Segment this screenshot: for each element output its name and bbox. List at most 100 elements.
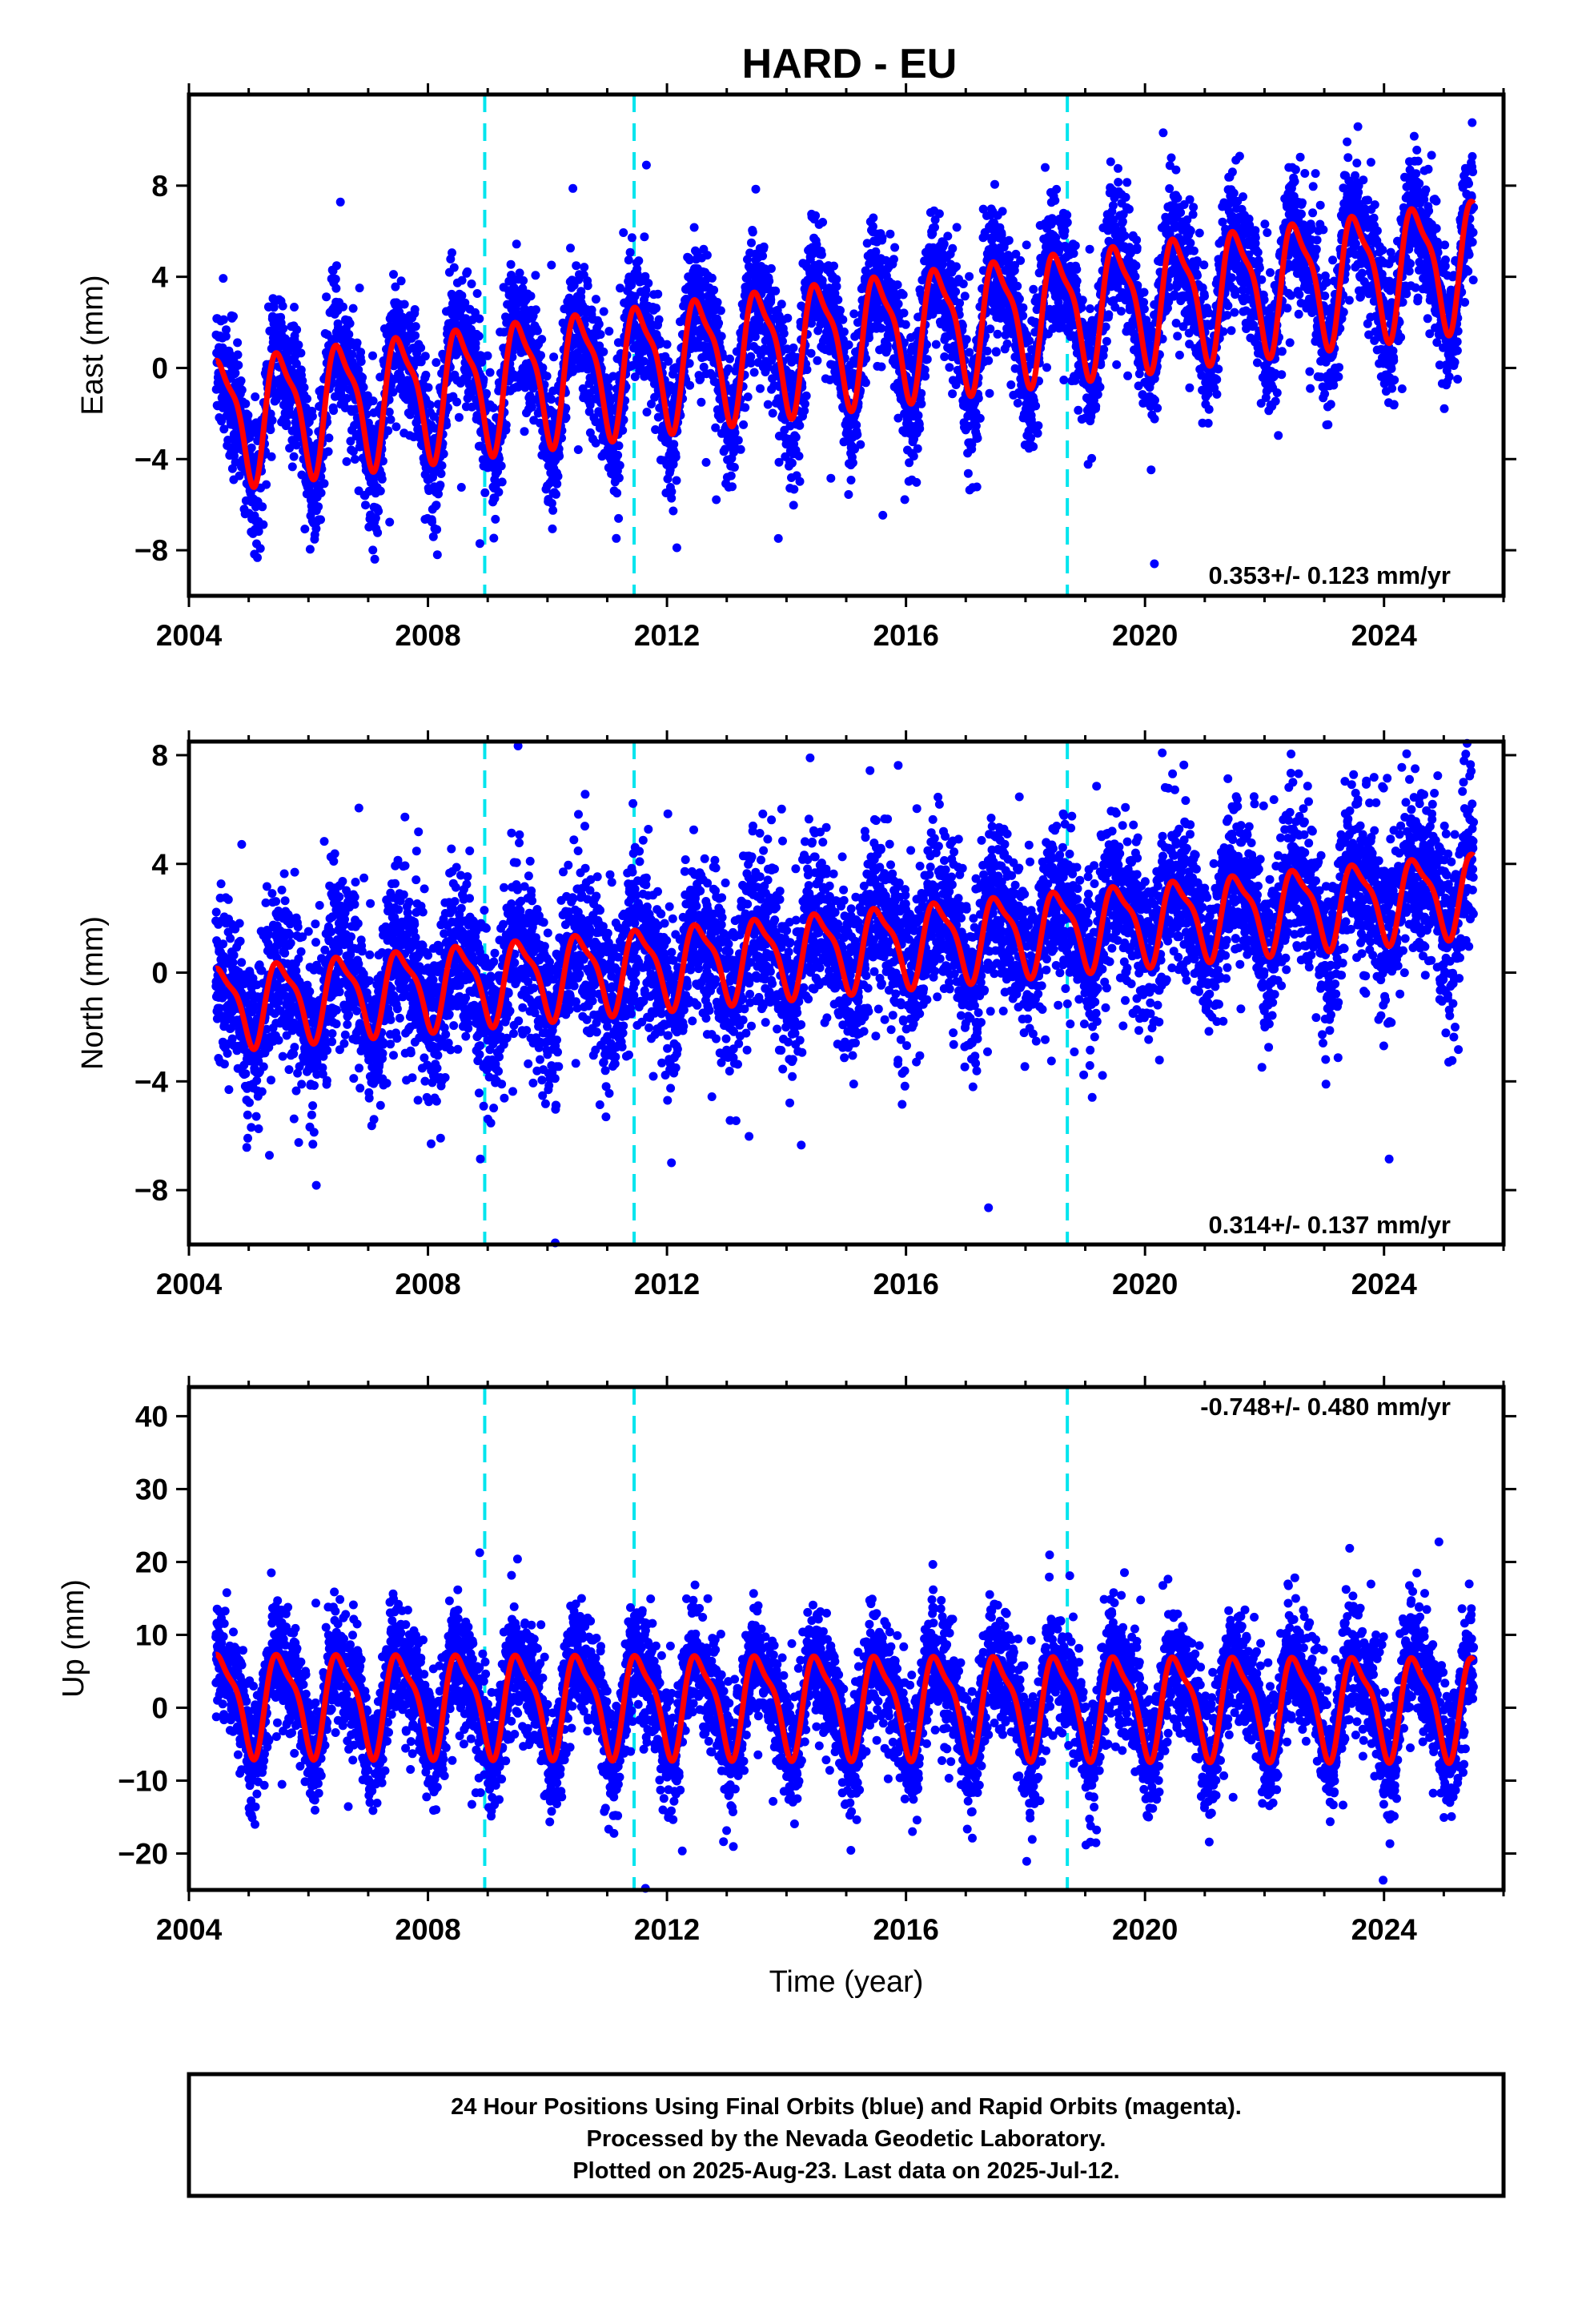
data-point [861, 378, 870, 388]
data-point [817, 250, 826, 259]
data-point [221, 332, 231, 341]
data-point [751, 184, 761, 194]
data-point [236, 376, 246, 385]
data-point [685, 359, 694, 368]
data-point [400, 300, 409, 309]
data-point [939, 239, 949, 249]
data-point [553, 472, 563, 481]
data-point [1041, 163, 1050, 172]
data-point [251, 392, 260, 401]
data-point [889, 255, 898, 264]
data-point [971, 421, 981, 431]
data-point [386, 415, 396, 424]
data-point [373, 528, 383, 537]
data-point [945, 363, 954, 372]
data-point [973, 433, 982, 443]
data-point [931, 340, 941, 349]
data-point [1086, 304, 1094, 313]
data-point [222, 325, 231, 335]
data-point [848, 458, 857, 468]
data-point [233, 338, 243, 348]
data-point [1052, 184, 1062, 194]
data-point [829, 261, 838, 271]
data-point [1087, 453, 1097, 463]
data-point [644, 279, 653, 288]
data-point [331, 283, 341, 293]
data-point [669, 440, 679, 449]
data-point [348, 304, 358, 313]
data-point [229, 312, 238, 321]
data-point [316, 515, 325, 525]
data-point [1006, 380, 1016, 389]
data-point [801, 399, 809, 408]
data-point [634, 256, 644, 266]
data-point [882, 340, 892, 350]
data-point [496, 461, 506, 471]
data-point [811, 211, 821, 220]
data-point [707, 273, 717, 283]
data-point [736, 444, 745, 454]
data-point [943, 231, 953, 241]
data-point [667, 487, 677, 497]
data-point [292, 325, 302, 335]
data-point [614, 473, 624, 483]
data-point [985, 388, 994, 398]
data-point [998, 207, 1007, 216]
data-point [552, 489, 560, 499]
data-point [300, 525, 310, 534]
data-point [432, 358, 441, 368]
data-point [726, 471, 736, 480]
data-point [361, 501, 370, 510]
data-point [766, 263, 776, 273]
data-point [654, 315, 664, 324]
data-point [1085, 244, 1094, 254]
data-point [501, 420, 511, 430]
data-point [768, 408, 777, 418]
data-point [984, 356, 994, 365]
data-point [877, 362, 886, 372]
data-point [599, 347, 608, 356]
data-point [287, 462, 297, 472]
data-point [712, 495, 721, 505]
data-point [526, 292, 536, 301]
data-point [844, 340, 853, 350]
data-point [243, 411, 253, 420]
data-point [322, 292, 331, 302]
data-point [512, 239, 521, 249]
data-point [1002, 339, 1012, 348]
data-point [836, 306, 845, 316]
data-point [974, 393, 983, 403]
data-point [342, 456, 351, 466]
data-point [247, 443, 256, 452]
data-point [912, 477, 921, 487]
data-point [1004, 235, 1014, 245]
data-point [802, 365, 812, 375]
data-point [771, 286, 781, 296]
data-point [537, 335, 547, 344]
data-point [702, 251, 712, 260]
data-point [355, 283, 364, 293]
data-point [241, 399, 251, 408]
data-point [743, 392, 753, 402]
data-point [485, 368, 495, 377]
data-point [801, 391, 811, 400]
data-point [474, 332, 484, 341]
data-point [930, 223, 939, 232]
data-point [531, 305, 540, 315]
data-point [955, 299, 965, 308]
data-point [456, 483, 466, 492]
data-point [759, 242, 769, 251]
data-point [697, 397, 706, 407]
data-point [235, 471, 244, 480]
data-point [958, 279, 968, 288]
data-point [267, 416, 277, 425]
data-point [625, 247, 635, 257]
data-point [596, 330, 605, 340]
data-point [791, 432, 801, 442]
data-point [664, 356, 673, 366]
data-point [913, 444, 922, 453]
data-point [849, 309, 859, 319]
data-point [1022, 240, 1031, 250]
data-point [763, 400, 773, 409]
